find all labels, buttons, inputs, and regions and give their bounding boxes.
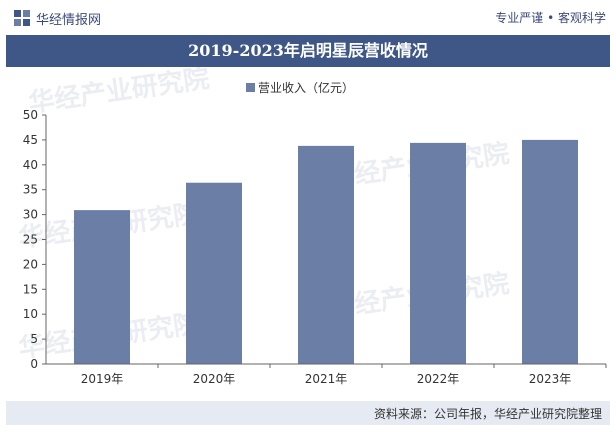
bar: [74, 210, 130, 364]
y-tick-label: 25: [23, 233, 38, 247]
x-tick-label: 2023年: [529, 372, 572, 386]
y-tick-label: 45: [23, 133, 38, 147]
y-tick-label: 15: [23, 282, 38, 296]
bar: [186, 182, 242, 364]
bars: [74, 139, 578, 364]
bar: [410, 142, 466, 364]
y-tick-label: 35: [23, 183, 38, 197]
y-tick-label: 50: [23, 108, 38, 122]
logo-icon: [14, 10, 30, 26]
y-axis: 0 5 10 15 20 25 30 35 40 45 50: [23, 108, 47, 371]
logo-text: 华经情报网: [36, 13, 102, 28]
x-axis: 2019年 2020年 2021年 2022年 2023年: [46, 363, 607, 386]
bar-chart: 华经产业研究院 华经产业研究院 华经产业研究院 华经产业研究院 华经产业研究院 …: [17, 67, 607, 386]
y-tick-label: 40: [23, 158, 38, 172]
y-tick-label: 0: [30, 357, 38, 371]
legend: 营业收入（亿元）: [246, 80, 354, 95]
watermark-text: 华经产业研究院: [27, 67, 212, 119]
footer-bar: [6, 401, 610, 425]
source-note: 资料来源：公司年报，华经产业研究院整理: [373, 407, 602, 421]
x-tick-label: 2019年: [81, 372, 124, 386]
top-bar: 华经情报网 专业严谨 • 客观科学: [0, 0, 616, 34]
x-tick-label: 2020年: [193, 372, 236, 386]
title-bar: 2019-2023年启明星辰营收情况: [6, 35, 610, 67]
y-tick-label: 20: [23, 257, 38, 271]
y-tick-label: 10: [23, 307, 38, 321]
bar: [298, 145, 354, 364]
bar: [522, 139, 578, 364]
footer: 资料来源：公司年报，华经产业研究院整理: [0, 397, 616, 436]
y-tick-label: 30: [23, 208, 38, 222]
legend-swatch: [246, 83, 255, 92]
x-tick-label: 2022年: [417, 372, 460, 386]
legend-label: 营业收入（亿元）: [258, 80, 354, 95]
slogan: 专业严谨 • 客观科学: [495, 11, 606, 25]
x-tick-label: 2021年: [305, 372, 348, 386]
chart-title: 2019-2023年启明星辰营收情况: [188, 41, 428, 60]
y-tick-label: 5: [30, 332, 38, 346]
